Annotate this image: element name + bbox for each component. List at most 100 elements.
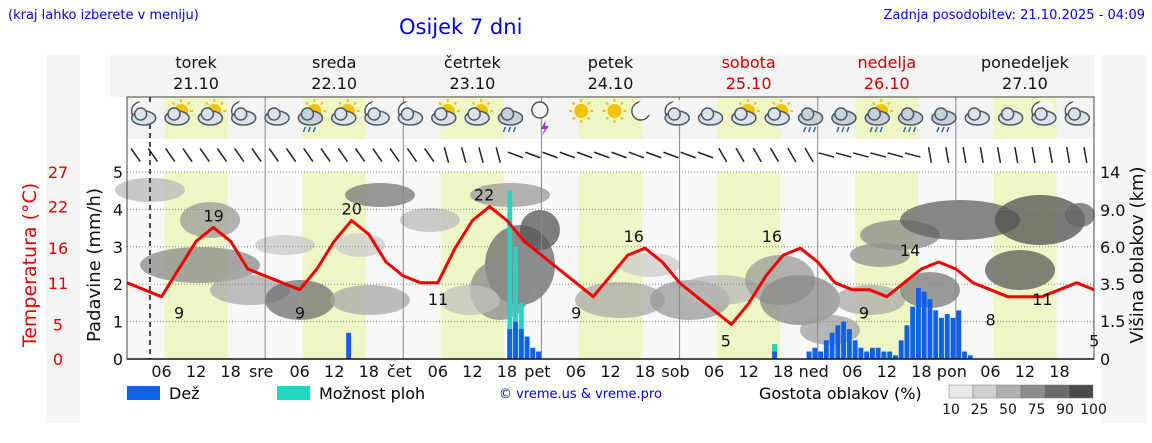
sun-ray [586, 101, 591, 106]
cloud-part [333, 107, 348, 121]
cloud-density-area [335, 233, 385, 257]
x-tick-label: 18 [911, 362, 931, 381]
rain-bar [962, 351, 967, 359]
wind-arrow [406, 148, 418, 162]
sun-ray [620, 101, 624, 106]
sun-ray [320, 101, 324, 106]
cloud-density-area [520, 210, 560, 250]
wind-arrow [559, 151, 576, 159]
sun-ray [886, 101, 891, 106]
rain-bar [904, 325, 910, 359]
cloud-part [767, 107, 781, 121]
wind-arrow [680, 151, 696, 159]
cloud-rain-icon [831, 107, 857, 133]
wind-arrow [962, 146, 967, 164]
wind-arrow [1065, 146, 1071, 164]
wind-arrow [769, 147, 780, 163]
cloud-height-tick: 1.5 [1100, 312, 1125, 331]
rain-bar [887, 351, 893, 359]
temperature-tick: 11 [48, 274, 68, 293]
wind-arrow [1083, 146, 1088, 164]
sun-ray [738, 101, 743, 106]
temperature-label: 5 [721, 331, 731, 350]
sun-ray [586, 116, 591, 121]
rain-drop [502, 126, 507, 133]
wind-strip [127, 139, 1094, 172]
rain-bar [881, 351, 887, 359]
cloud-icon [697, 107, 724, 126]
x-tick-label: 12 [600, 362, 620, 381]
precip-tick: 1 [113, 313, 123, 332]
sun-ray [186, 101, 191, 106]
cloud-height-tick: 0 [1100, 350, 1110, 369]
cloud-part [900, 107, 915, 121]
cloud-part [1034, 107, 1048, 121]
wind-arrow [337, 148, 349, 162]
rain-bar [944, 314, 950, 359]
cloud-part [934, 107, 948, 121]
wind-arrow [1031, 146, 1036, 164]
temperature-label: 11 [428, 290, 448, 309]
sun-ray [353, 101, 357, 106]
last-updated: Zadnja posodobitev: 21.10.2025 - 04:09 [883, 8, 1145, 23]
wind-arrow [234, 148, 245, 162]
cloud-rain-icon [797, 107, 824, 133]
rain-bar [910, 306, 916, 359]
cloud-part [834, 107, 848, 121]
x-tick-label: 18 [1049, 362, 1069, 381]
copyright-link[interactable]: © vreme.us & vreme.pro [499, 387, 662, 402]
wind-arrow [996, 146, 1002, 164]
sun-cloud-icon [197, 99, 227, 126]
rain-drop [846, 126, 850, 133]
day-date: 23.10 [449, 74, 495, 93]
day-date: 26.10 [864, 74, 910, 93]
cloud-density-area [985, 250, 1055, 290]
moon-cloud-icon [230, 100, 257, 126]
wind-arrow [216, 148, 228, 162]
cloud-icon [964, 107, 991, 126]
wind-arrow [927, 146, 933, 164]
x-tick-label: pet [524, 362, 550, 381]
temperature-tick: 0 [53, 350, 63, 369]
rain-drop [936, 126, 940, 133]
sun-cloud-rain-icon [297, 99, 327, 133]
moon-cloud-icon [1064, 100, 1091, 126]
x-tick-label: 06 [566, 362, 586, 381]
wind-arrow [1048, 146, 1053, 164]
rain-bar [898, 340, 904, 359]
wind-arrow [945, 146, 950, 164]
sun-ray [438, 101, 443, 106]
rain-drop [312, 126, 317, 133]
rain-bar [892, 355, 898, 359]
x-tick-label: 12 [186, 362, 206, 381]
page-title: Osijek 7 dni [399, 15, 523, 39]
wind-arrow [663, 151, 679, 159]
cloud-part [167, 107, 181, 121]
cloud-rain-icon [497, 107, 524, 133]
cloud-part [700, 107, 715, 121]
wind-arrow [130, 148, 141, 162]
x-tick-label: 12 [462, 362, 482, 381]
temperature-label: 22 [474, 186, 494, 205]
cloud-part [1067, 107, 1082, 121]
rain-drop [807, 126, 812, 133]
temperature-label: 9 [174, 304, 184, 323]
rain-bar [846, 329, 852, 359]
moon-cloud-icon [1031, 100, 1057, 126]
wind-arrow [389, 148, 400, 162]
rain-drop [802, 126, 807, 133]
sun-ray [220, 101, 224, 106]
cloud-icon [264, 107, 290, 126]
showers-legend-label: Možnost ploh [319, 384, 426, 403]
density-scale-label: 25 [971, 402, 989, 418]
left-panel [46, 55, 80, 423]
x-tick-label: 06 [842, 362, 862, 381]
x-tick-label: pon [937, 362, 967, 381]
rain-drop [507, 126, 512, 133]
wind-arrow [525, 151, 541, 159]
rain-bar [806, 351, 812, 359]
wind-arrow [818, 152, 835, 158]
x-tick-label: 12 [877, 362, 897, 381]
menu-hint[interactable]: (kraj lahko izberete v meniju) [8, 8, 199, 23]
rain-bar [835, 325, 841, 359]
